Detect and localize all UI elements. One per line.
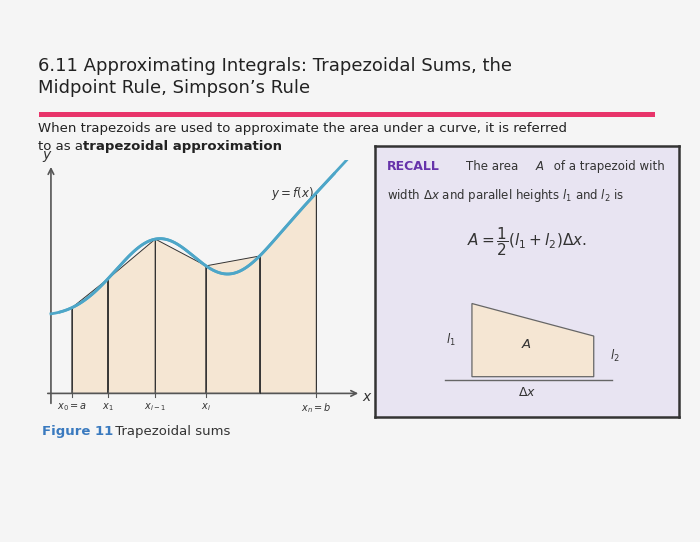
Polygon shape bbox=[260, 193, 316, 393]
Text: When trapezoids are used to approximate the area under a curve, it is referred: When trapezoids are used to approximate … bbox=[38, 122, 568, 135]
Text: to as a: to as a bbox=[38, 140, 88, 153]
Text: $x_i$: $x_i$ bbox=[201, 401, 211, 413]
Polygon shape bbox=[206, 256, 260, 393]
Text: RECALL: RECALL bbox=[386, 160, 440, 173]
Text: Midpoint Rule, Simpson’s Rule: Midpoint Rule, Simpson’s Rule bbox=[38, 79, 311, 96]
Text: The area: The area bbox=[466, 160, 522, 173]
Text: width $\Delta x$ and parallel heights $l_1$ and $l_2$ is: width $\Delta x$ and parallel heights $l… bbox=[386, 187, 624, 204]
Text: Trapezoidal sums: Trapezoidal sums bbox=[111, 425, 230, 438]
Text: $x_{i-1}$: $x_{i-1}$ bbox=[144, 401, 166, 413]
Text: $x_1$: $x_1$ bbox=[102, 401, 113, 413]
Text: y: y bbox=[42, 148, 50, 162]
Text: $x_n = b$: $x_n = b$ bbox=[301, 401, 332, 415]
Polygon shape bbox=[108, 239, 155, 393]
Text: x: x bbox=[363, 390, 371, 404]
Text: A: A bbox=[536, 160, 544, 173]
Text: $l_1$: $l_1$ bbox=[446, 332, 456, 348]
Text: $y = f(x)$: $y = f(x)$ bbox=[271, 185, 314, 202]
Polygon shape bbox=[72, 279, 108, 393]
Text: trapezoidal approximation: trapezoidal approximation bbox=[83, 140, 281, 153]
Text: A: A bbox=[522, 338, 531, 351]
Text: 6.11 Approximating Integrals: Trapezoidal Sums, the: 6.11 Approximating Integrals: Trapezoida… bbox=[38, 57, 512, 75]
Text: $l_2$: $l_2$ bbox=[610, 349, 620, 364]
Text: .: . bbox=[198, 140, 202, 153]
Text: $\Delta x$: $\Delta x$ bbox=[518, 386, 536, 399]
Text: Figure 11: Figure 11 bbox=[42, 425, 113, 438]
Text: $x_0 = a$: $x_0 = a$ bbox=[57, 401, 87, 413]
Polygon shape bbox=[155, 239, 206, 393]
Text: of a trapezoid with: of a trapezoid with bbox=[550, 160, 664, 173]
Text: $A = \dfrac{1}{2}(l_1 + l_2)\Delta x.$: $A = \dfrac{1}{2}(l_1 + l_2)\Delta x.$ bbox=[467, 225, 587, 257]
Polygon shape bbox=[472, 304, 594, 377]
